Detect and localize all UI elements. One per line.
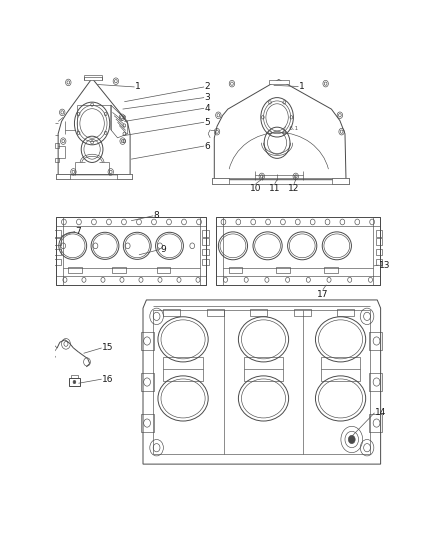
Bar [117, 174, 132, 179]
Bar [202, 259, 209, 265]
Bar [321, 357, 360, 381]
Bar [375, 248, 382, 255]
Text: 2: 2 [204, 83, 210, 92]
Text: 10: 10 [250, 184, 261, 193]
Bar [68, 267, 82, 273]
Text: 1: 1 [298, 82, 304, 91]
Bar [200, 217, 206, 285]
Text: /  6.1: / 6.1 [284, 125, 298, 130]
Bar [71, 375, 78, 378]
Bar [57, 217, 63, 285]
Bar [57, 174, 70, 179]
Bar [57, 217, 206, 285]
Bar [337, 309, 354, 317]
Bar [375, 230, 382, 237]
Text: 6: 6 [204, 142, 210, 150]
Bar [202, 230, 209, 237]
Bar [54, 238, 60, 245]
Bar [113, 267, 126, 273]
Bar [324, 267, 338, 273]
Text: 14: 14 [374, 408, 386, 417]
Text: 9: 9 [160, 245, 166, 254]
Bar [229, 267, 243, 273]
Text: 3: 3 [204, 93, 210, 102]
Bar [54, 248, 60, 255]
Bar [163, 357, 203, 381]
Bar [141, 414, 154, 432]
Text: 11: 11 [269, 184, 280, 193]
Bar [202, 248, 209, 255]
Bar [369, 332, 382, 350]
Bar [244, 357, 283, 381]
Text: 4: 4 [204, 104, 210, 113]
Bar [332, 179, 349, 184]
Text: 8: 8 [153, 211, 159, 220]
Text: 12: 12 [288, 184, 300, 193]
Bar [163, 309, 180, 317]
Bar [369, 414, 382, 432]
Bar [276, 267, 290, 273]
Text: 5: 5 [204, 118, 210, 127]
Bar [216, 217, 380, 285]
Bar [212, 179, 229, 184]
Bar [294, 309, 311, 317]
Bar [55, 143, 59, 148]
Text: 13: 13 [378, 261, 390, 270]
Text: 15: 15 [102, 343, 113, 352]
Bar [141, 373, 154, 391]
Bar [153, 310, 371, 454]
Bar [207, 309, 224, 317]
Text: 1: 1 [134, 83, 140, 92]
Bar [202, 238, 209, 245]
Bar [55, 158, 59, 161]
Bar [57, 174, 132, 179]
Bar [250, 309, 267, 317]
Bar [216, 217, 223, 285]
Circle shape [348, 435, 355, 443]
Circle shape [73, 381, 76, 384]
Bar [212, 179, 349, 184]
Bar [84, 77, 102, 80]
Text: 7: 7 [75, 227, 81, 236]
Text: 16: 16 [102, 375, 113, 384]
Bar [268, 79, 289, 84]
Bar [141, 332, 154, 350]
Bar [54, 259, 60, 265]
Bar [156, 267, 170, 273]
Bar [69, 378, 80, 386]
Bar [54, 230, 60, 237]
Bar [373, 217, 380, 285]
Bar [375, 259, 382, 265]
Bar [375, 238, 382, 245]
Text: 17: 17 [317, 290, 328, 298]
Bar [369, 373, 382, 391]
